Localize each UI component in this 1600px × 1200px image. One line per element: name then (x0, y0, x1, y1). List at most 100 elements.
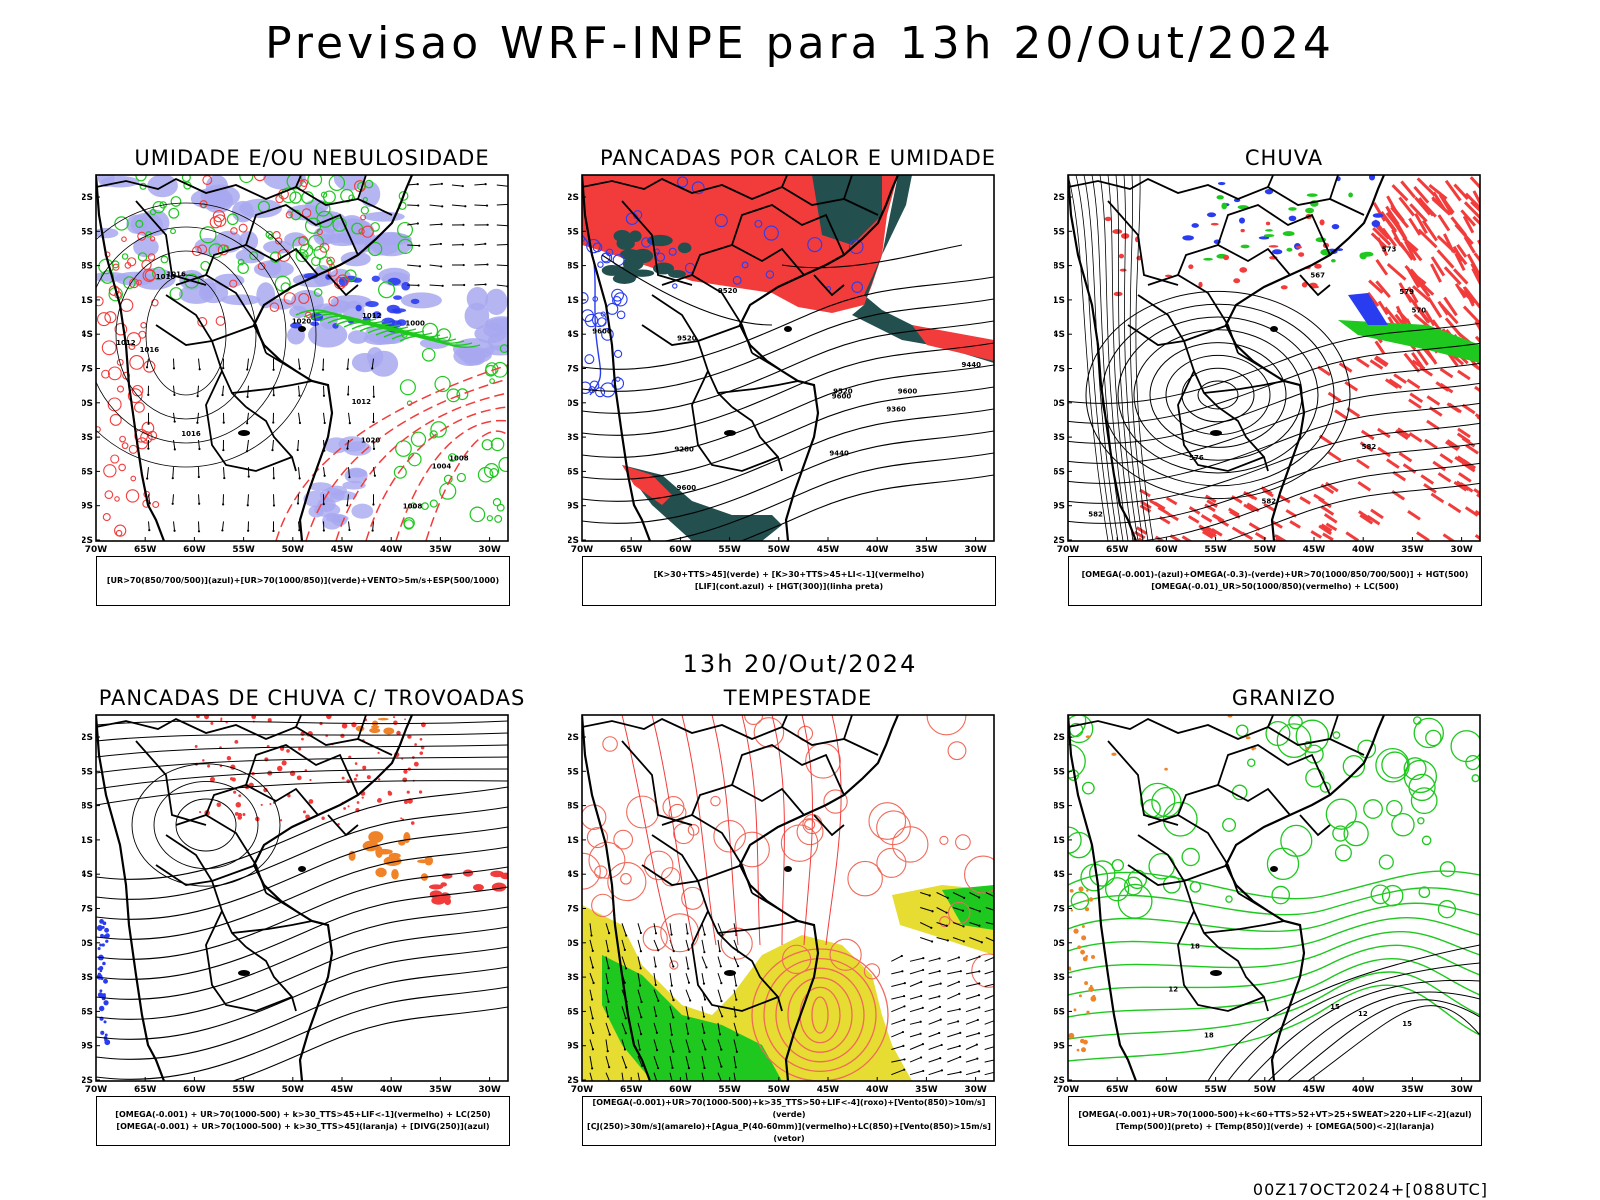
lon-tick-label: 40W (1352, 545, 1375, 552)
lat-tick-label: 39S (1054, 502, 1065, 512)
lat-tick-label: 12S (568, 193, 579, 203)
contour-label: 1000 (405, 319, 425, 327)
contour-label: 9360 (886, 406, 906, 414)
lat-tick-label: 36S (82, 1007, 93, 1017)
contour-label: 1008 (403, 503, 423, 511)
legend-line: [CJ(250)>30m/s](amarelo)+[Agua_P(40-60mm… (587, 1122, 991, 1143)
contour-label: 9440 (829, 450, 849, 458)
lat-tick-label: 42S (82, 536, 93, 546)
lon-tick-label: 65W (1106, 545, 1129, 552)
lon-tick-label: 30W (478, 1085, 501, 1092)
lat-tick-label: 36S (1054, 467, 1065, 477)
contour-label: 1012 (352, 398, 372, 406)
lat-tick-label: 12S (82, 193, 93, 203)
lat-tick-label: 30S (568, 939, 579, 949)
weather-map: 1012100810081004100010121016101610201020… (82, 174, 509, 552)
lat-tick-label: 36S (82, 467, 93, 477)
lon-tick-label: 50W (768, 545, 791, 552)
run-timestamp: 00Z17OCT2024+[088UTC] (1252, 1180, 1488, 1199)
lat-tick-label: 42S (1054, 536, 1065, 546)
lat-tick-label: 18S (568, 262, 579, 272)
lon-tick-label: 65W (620, 545, 643, 552)
lat-tick-label: 12S (1054, 733, 1065, 743)
lon-tick-label: 60W (1155, 1085, 1178, 1092)
weather-map: 582 582 582 576 573 570 567 579 12S 15S 18S 21S 24S 2… (1054, 174, 1481, 552)
lat-tick-label: 18S (1054, 262, 1065, 272)
lat-tick-label: 30S (568, 399, 579, 409)
contour-label: 1016 (140, 346, 160, 354)
panel-granizo: GRANIZO 12 15 18 12 15 18 12S 15S 18S 21S 24S 27S 30S… (1054, 686, 1514, 1166)
legend-line: [OMEGA(-0.001)+UR>70(1000-500)+k>35_TTS>… (592, 1098, 986, 1119)
panel-title: TEMPESTADE (723, 686, 873, 710)
lat-tick-label: 39S (82, 1042, 93, 1052)
lon-tick-label: 30W (964, 1085, 987, 1092)
contour-label: 1004 (432, 462, 452, 470)
lon-tick-label: 40W (380, 545, 403, 552)
lat-tick-label: 24S (568, 330, 579, 340)
contour-label: 1016 (156, 273, 176, 281)
lat-tick-label: 24S (82, 870, 93, 880)
contour-label: 9520 (677, 334, 697, 342)
weather-map: 9600960096009520952096009440936095209280… (568, 174, 995, 552)
lon-tick-label: 70W (571, 545, 594, 552)
lon-tick-label: 35W (915, 1085, 938, 1092)
contour-label: 1008 (449, 454, 469, 462)
panel-chuva: CHUVA 582 582 582 576 573 570 567 579 12S 15S 18S 21… (1054, 146, 1514, 626)
panel-legend: [OMEGA(-0.001) + UR>70(1000-500) + k>30_… (96, 1096, 510, 1146)
lat-tick-label: 33S (1054, 973, 1065, 983)
lon-tick-label: 70W (85, 545, 108, 552)
panel-title: UMIDADE E/OU NEBULOSIDADE (134, 146, 490, 170)
lon-tick-label: 50W (768, 1085, 791, 1092)
lat-tick-label: 27S (568, 905, 579, 915)
contour-label: 573 (1382, 246, 1397, 254)
lon-tick-label: 45W (817, 545, 840, 552)
lat-tick-label: 30S (82, 939, 93, 949)
lat-tick-label: 33S (82, 433, 93, 443)
legend-line: [OMEGA(-0.001)-(azul)+OMEGA(-0.3)-(verde… (1081, 570, 1469, 579)
contour-label: 1012 (362, 312, 382, 320)
lon-tick-label: 40W (866, 545, 889, 552)
lat-tick-label: 39S (568, 1042, 579, 1052)
lon-tick-label: 45W (331, 1085, 354, 1092)
contour-label: 9600 (677, 484, 697, 492)
lat-tick-label: 39S (1054, 1042, 1065, 1052)
panel-legend: [OMEGA(-0.001)-(azul)+OMEGA(-0.3)-(verde… (1068, 556, 1482, 606)
lon-tick-label: 60W (183, 545, 206, 552)
panel-tempestade: TEMPESTADE 12S 15S 18S 21S 24S 27S 30S 33S 36S 39S… (568, 686, 1028, 1166)
lon-tick-label: 40W (1352, 1085, 1375, 1092)
lat-tick-label: 15S (82, 767, 93, 777)
contour-label: 1020 (361, 436, 381, 444)
lat-tick-label: 12S (1054, 193, 1065, 203)
lon-tick-label: 30W (1450, 545, 1473, 552)
lon-tick-label: 65W (620, 1085, 643, 1092)
forecast-time: 13h 20/Out/2024 (682, 650, 918, 678)
contour-label: 18 (1204, 1031, 1214, 1039)
contour-label: 1020 (292, 317, 312, 325)
lon-tick-label: 60W (1155, 545, 1178, 552)
contour-label: 9280 (674, 445, 694, 453)
lon-tick-label: 50W (1254, 545, 1277, 552)
lon-tick-label: 60W (669, 1085, 692, 1092)
weather-map: 12 15 18 12 15 18 12S 15S 18S 21S 24S 27S 30S 33S 36S 3… (1054, 714, 1481, 1092)
lon-tick-label: 45W (817, 1085, 840, 1092)
weather-map: 12S 15S 18S 21S 24S 27S 30S 33S 36S 39S 42S70W 65W 6… (568, 714, 995, 1092)
lat-tick-label: 21S (82, 836, 93, 846)
lat-tick-label: 15S (568, 227, 579, 237)
lon-tick-label: 70W (571, 1085, 594, 1092)
lat-tick-label: 39S (82, 502, 93, 512)
lat-tick-label: 24S (1054, 870, 1065, 880)
lat-tick-label: 18S (1054, 802, 1065, 812)
lat-tick-label: 33S (1054, 433, 1065, 443)
contour-label: 1016 (166, 270, 186, 278)
legend-line: [LIF](cont.azul) + [HGT(300)](linha pret… (694, 582, 884, 591)
lat-tick-label: 15S (568, 767, 579, 777)
lon-tick-label: 55W (232, 1085, 255, 1092)
lat-tick-label: 21S (568, 296, 579, 306)
lon-tick-label: 30W (964, 545, 987, 552)
lat-tick-label: 42S (1054, 1076, 1065, 1086)
lat-tick-label: 27S (82, 365, 93, 375)
panel-title: CHUVA (1244, 146, 1324, 170)
lat-tick-label: 36S (1054, 1007, 1065, 1017)
lon-tick-label: 65W (134, 545, 157, 552)
contour-label: 1016 (181, 430, 201, 438)
